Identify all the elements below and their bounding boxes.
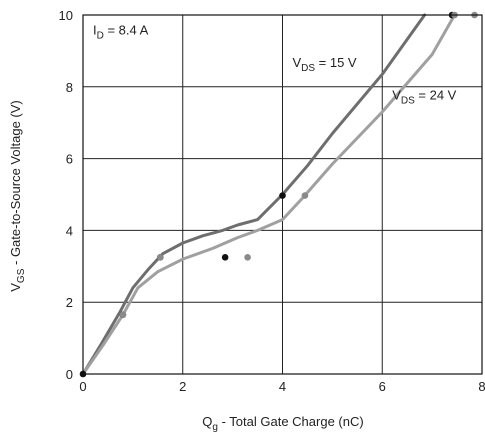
data-point — [157, 254, 164, 261]
series-group — [81, 13, 457, 376]
series-line-1 — [81, 13, 427, 376]
y-tick-labels: 0 2 4 6 8 10 — [59, 8, 73, 382]
y-tick-label: 8 — [66, 80, 73, 95]
data-point — [221, 254, 229, 261]
y-tick-label: 10 — [59, 8, 73, 23]
y-tick-label: 6 — [66, 152, 73, 167]
annotations: ID = 8.4 A VDS = 15 V VDS = 24 V — [93, 23, 457, 107]
x-tick-label: 6 — [379, 379, 386, 394]
x-tick-labels: 0 2 4 6 8 — [79, 379, 485, 394]
y-tick-label: 0 — [66, 367, 73, 382]
annotation-label: ID = 8.4 A — [93, 23, 149, 42]
data-point — [244, 254, 251, 261]
x-tick-label: 8 — [478, 379, 485, 394]
plot-frame — [82, 14, 483, 375]
x-axis-title: Qg - Total Gate Charge (nC) — [202, 414, 363, 433]
marker-group — [79, 11, 478, 378]
annotation-label: VDS = 24 V — [392, 87, 456, 106]
series-line-2 — [81, 13, 457, 376]
x-tick-label: 2 — [179, 379, 186, 394]
y-tick-label: 4 — [66, 223, 73, 238]
data-point — [279, 192, 286, 199]
annotation-label: VDS = 15 V — [292, 55, 356, 74]
y-tick-label: 2 — [66, 295, 73, 310]
y-axis-title: VGS - Gate-to-Source Voltage (V) — [8, 100, 27, 291]
data-point — [119, 311, 127, 319]
x-tick-label: 4 — [279, 379, 286, 394]
x-tick-label: 0 — [79, 379, 86, 394]
data-point — [301, 192, 309, 199]
